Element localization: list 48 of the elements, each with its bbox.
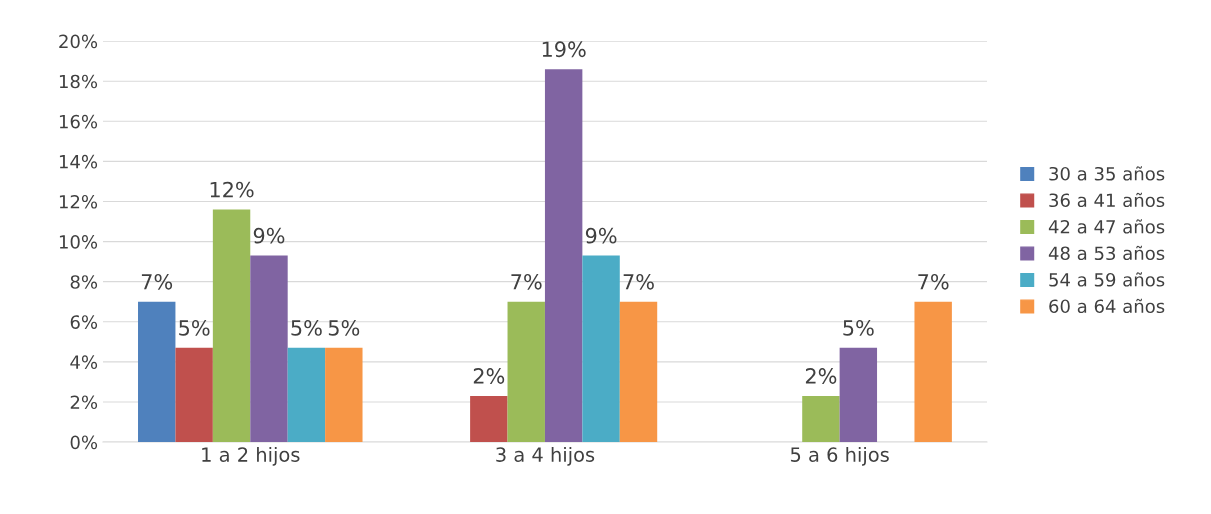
legend-label: 48 a 53 años [1048, 245, 1165, 261]
data-label: 5% [291, 320, 322, 336]
data-label: 12% [210, 181, 254, 198]
data-label: 19% [542, 41, 586, 58]
data-label: 7% [918, 273, 949, 290]
y-tick-label: 8% [70, 275, 98, 289]
bar [507, 301, 545, 443]
y-tick-label: 6% [70, 315, 98, 329]
bar [582, 255, 620, 443]
bar [325, 347, 363, 443]
bar [544, 69, 583, 443]
y-tick-label: 18% [59, 74, 98, 89]
data-label: 9% [253, 227, 285, 244]
y-tick-label: 2% [70, 395, 98, 410]
y-tick-label: 4% [70, 355, 98, 369]
bar [914, 301, 952, 443]
data-label: 5% [179, 320, 210, 336]
data-label: 2% [473, 368, 505, 384]
bar [250, 255, 288, 443]
y-tick-label: 12% [59, 194, 98, 209]
data-label: 2% [805, 368, 837, 384]
bar [175, 347, 213, 443]
legend-label: 30 a 35 años [1049, 166, 1165, 181]
legend-label: 36 a 41 años [1049, 192, 1165, 208]
data-label: 5% [328, 320, 360, 336]
x-tick-label: 3 a 4 hijos [496, 446, 595, 466]
data-label: 7% [623, 273, 654, 290]
legend-label: 54 a 59 años [1049, 272, 1165, 287]
bar [212, 209, 251, 443]
legend-label: 42 a 47 años [1048, 219, 1165, 234]
bar [802, 395, 840, 443]
bar [839, 347, 878, 443]
x-tick-label: 5 a 6 hijos [790, 446, 889, 466]
legend-label: 60 a 64 años [1049, 298, 1165, 314]
data-label: 5% [843, 320, 874, 336]
bar [287, 347, 326, 443]
data-label: 7% [511, 273, 542, 290]
bar [138, 301, 176, 443]
bar [619, 301, 658, 443]
y-tick-label: 20% [59, 34, 98, 49]
y-tick-label: 0% [70, 435, 98, 450]
data-label: 9% [585, 227, 617, 244]
data-label: 7% [141, 273, 173, 290]
y-tick-label: 14% [59, 154, 98, 169]
y-tick-label: 10% [59, 235, 98, 249]
y-tick-label: 16% [59, 114, 98, 129]
x-tick-label: 1 a 2 hijos [202, 446, 300, 466]
bar [470, 395, 508, 443]
